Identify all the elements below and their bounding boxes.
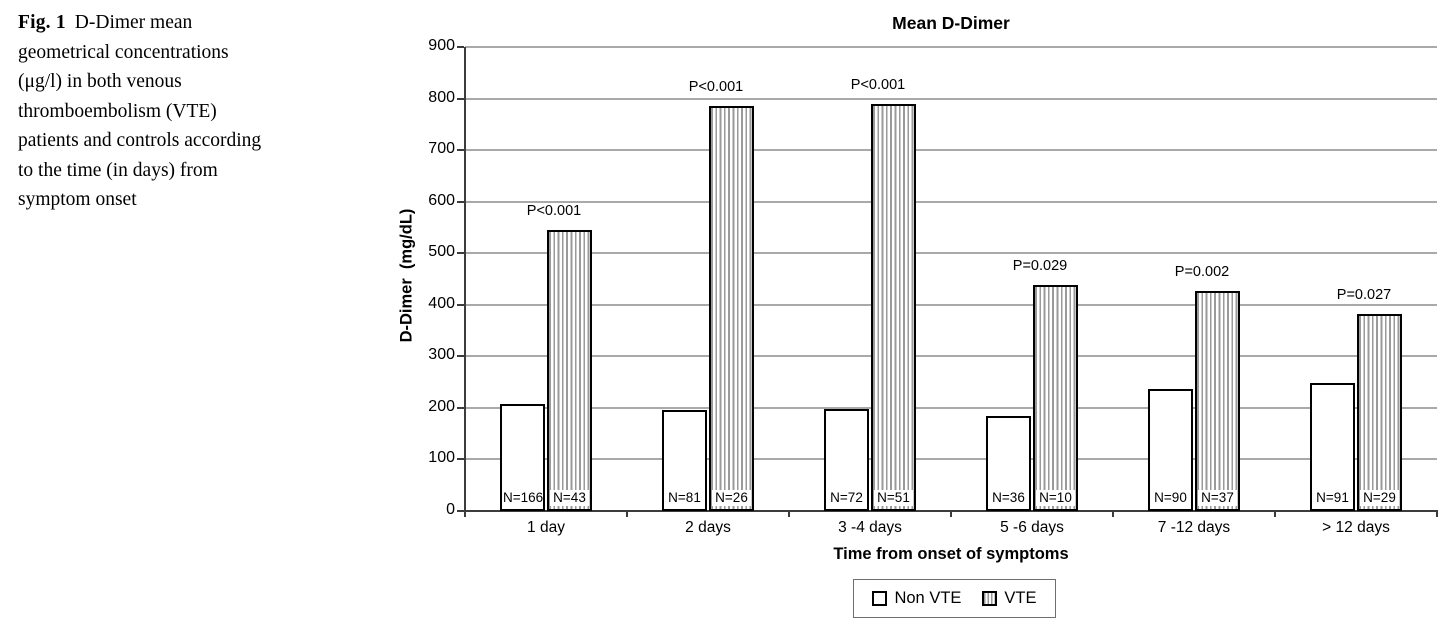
y-tick	[457, 458, 464, 461]
x-tick	[788, 512, 790, 517]
x-category-label: 1 day	[527, 519, 565, 536]
p-value-label: P<0.001	[688, 79, 744, 96]
y-tick-label: 900	[428, 37, 455, 54]
gridline	[465, 406, 1437, 409]
y-tick-label: 300	[428, 346, 455, 364]
y-tick-label: 500	[428, 243, 455, 261]
n-count-label: N=26	[712, 489, 751, 506]
x-tick	[1274, 512, 1276, 517]
p-value-label: P=0.027	[1336, 286, 1392, 303]
caption-line: (μg/l) in both venous	[18, 71, 182, 92]
gridline	[465, 46, 1437, 48]
n-count-label: N=36	[989, 489, 1028, 506]
y-tick-label: 200	[428, 397, 455, 415]
gridline	[465, 149, 1437, 152]
y-tick	[457, 46, 464, 48]
y-tick	[457, 252, 464, 255]
bar-non-vte: N=36	[986, 416, 1031, 511]
bar-non-vte: N=81	[662, 410, 707, 511]
n-count-label: N=29	[1360, 489, 1399, 506]
gridline	[465, 200, 1437, 203]
x-tick	[950, 512, 952, 517]
x-tick	[1436, 512, 1438, 517]
n-count-label: N=37	[1198, 489, 1237, 506]
y-tick	[457, 149, 464, 152]
figure-number: Fig. 1	[18, 12, 66, 33]
x-category-label: > 12 days	[1322, 519, 1390, 536]
y-tick	[457, 303, 464, 306]
gridline	[465, 97, 1437, 100]
caption-line: patients and controls according	[18, 130, 262, 151]
bar-vte: N=43	[547, 230, 592, 511]
y-tick	[457, 200, 464, 203]
bar-non-vte: N=90	[1148, 388, 1193, 511]
caption-line: to the time (in days) from	[18, 159, 218, 181]
caption-line: Fig. 1 D-Dimer mean	[18, 8, 388, 38]
x-tick	[626, 512, 628, 517]
bar-vte: N=26	[709, 106, 754, 511]
y-axis-line	[464, 47, 466, 513]
x-category-label: 3 -4 days	[838, 519, 902, 536]
n-count-label: N=90	[1151, 489, 1190, 506]
y-tick-label: 600	[428, 191, 455, 209]
legend-label-vte: VTE	[1004, 589, 1037, 607]
n-count-label: N=91	[1313, 489, 1352, 506]
legend-label-non-vte: Non VTE	[894, 589, 962, 607]
n-count-label: N=43	[550, 489, 589, 506]
gridline	[465, 355, 1437, 358]
bar-vte: N=10	[1033, 285, 1078, 511]
bar-vte: N=29	[1357, 313, 1402, 511]
bar-non-vte: N=91	[1310, 383, 1355, 511]
x-category-label: 5 -6 days	[1000, 519, 1064, 536]
y-tick-label: 700	[428, 140, 455, 158]
y-tick	[457, 355, 464, 358]
n-count-label: N=166	[503, 489, 544, 506]
caption-line: geometrical concentrations	[18, 41, 229, 63]
legend-item-vte: VTE	[982, 589, 1037, 608]
gridline	[465, 252, 1437, 255]
bar-vte: N=51	[871, 103, 916, 511]
n-count-label: N=51	[874, 489, 913, 506]
x-axis-line	[464, 510, 1438, 512]
p-value-label: P<0.001	[850, 76, 906, 93]
bar-non-vte: N=72	[824, 408, 869, 511]
vte-swatch-icon	[982, 591, 998, 606]
p-value-label: P<0.001	[526, 203, 582, 220]
x-category-label: 2 days	[685, 519, 731, 536]
p-value-label: P=0.029	[1012, 258, 1068, 275]
gridline	[465, 458, 1437, 461]
caption-line: thromboembolism (VTE)	[18, 100, 217, 122]
n-count-label: N=81	[665, 489, 704, 506]
x-tick	[464, 512, 466, 517]
x-category-label: 7 -12 days	[1157, 519, 1231, 536]
y-tick	[457, 97, 464, 100]
bar-non-vte: N=166	[500, 404, 545, 511]
y-tick	[457, 406, 464, 409]
y-tick-label: 100	[428, 449, 455, 467]
n-count-label: N=72	[827, 489, 866, 506]
p-value-label: P=0.002	[1174, 263, 1230, 280]
y-tick-label: 0	[446, 501, 455, 518]
figure-caption: Fig. 1 D-Dimer mean geometrical concentra…	[18, 8, 388, 215]
legend: Non VTE VTE	[853, 579, 1056, 618]
n-count-label: N=10	[1036, 489, 1075, 506]
caption-text: D-Dimer mean	[74, 12, 193, 33]
x-tick	[1112, 512, 1114, 517]
bar-vte: N=37	[1195, 290, 1240, 511]
chart-title: Mean D-Dimer	[892, 13, 1010, 33]
y-tick-label: 400	[428, 294, 455, 312]
legend-item-non-vte: Non VTE	[872, 589, 961, 608]
gridline	[465, 303, 1437, 306]
caption-line: symptom onset	[18, 189, 137, 210]
y-tick	[457, 510, 464, 512]
non-vte-swatch-icon	[872, 591, 888, 606]
x-axis-title: Time from onset of symptoms	[833, 545, 1069, 563]
y-tick-label: 800	[428, 88, 455, 106]
